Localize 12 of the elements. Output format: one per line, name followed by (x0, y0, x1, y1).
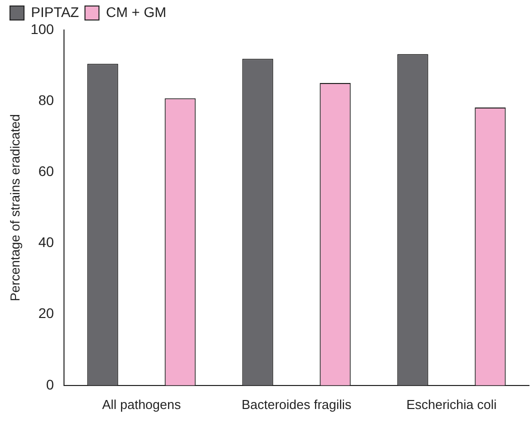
x-tick-label: All pathogens (102, 396, 182, 412)
y-tick-label: 80 (38, 92, 54, 108)
y-tick-label: 100 (30, 20, 54, 37)
x-tick-label: Bacteroides fragilis (242, 396, 352, 412)
y-axis-title: Percentage of strains eradicated (7, 114, 22, 302)
legend-label: PIPTAZ (31, 4, 80, 20)
x-tick-label: Escherichia coli (406, 396, 497, 412)
y-tick-label: 40 (38, 234, 54, 250)
y-tick-label: 20 (38, 305, 54, 322)
y-tick-label: 60 (38, 163, 54, 180)
y-tick-label: 0 (46, 376, 54, 392)
legend-label: CM + GM (106, 4, 166, 20)
